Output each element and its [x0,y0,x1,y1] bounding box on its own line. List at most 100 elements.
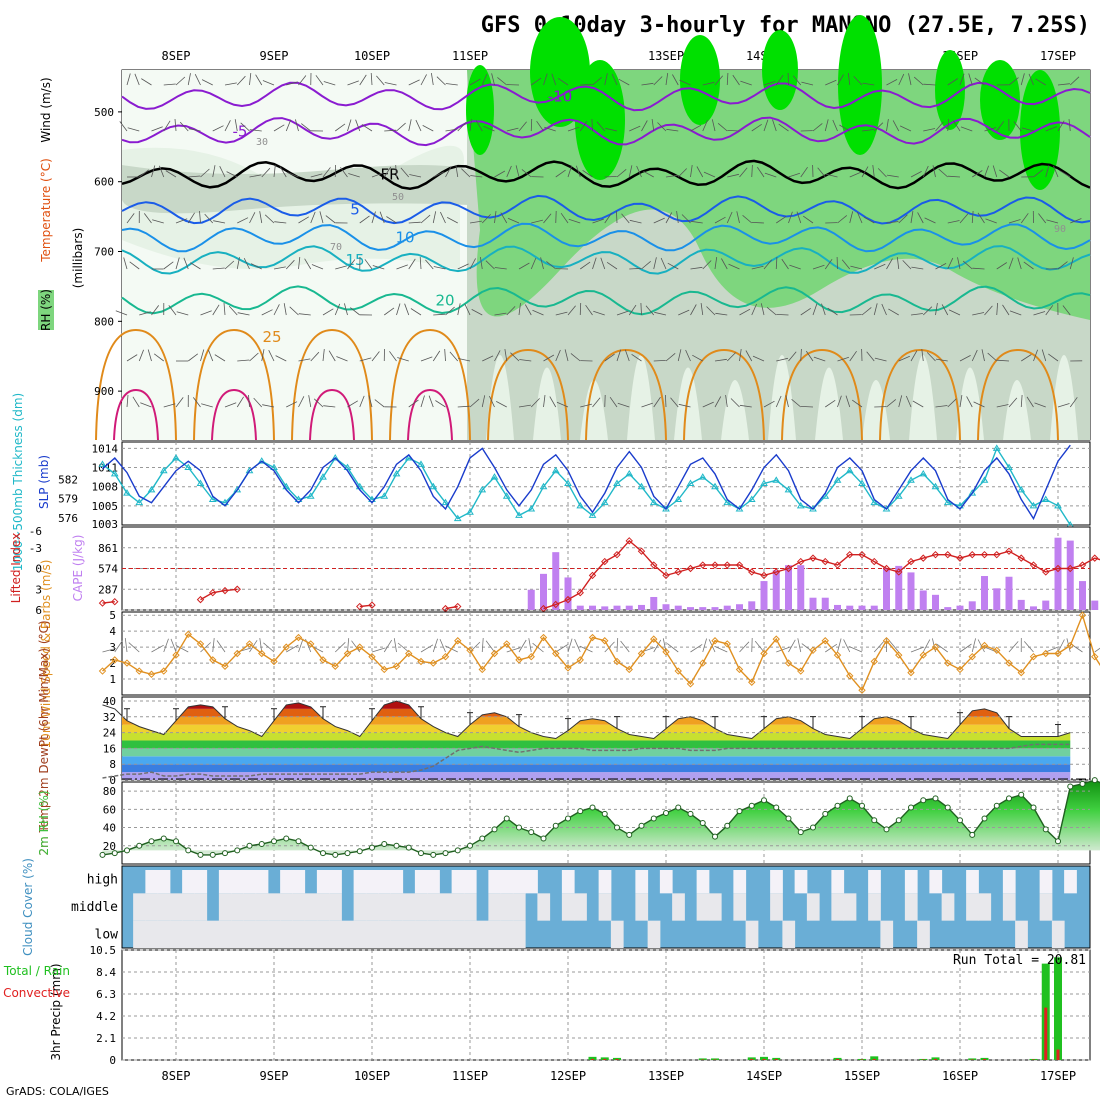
lifted-index-point [821,557,829,566]
cape-bar [564,577,572,610]
surface-wind-barb [620,640,630,653]
upper-wind-barb [379,211,385,224]
cape-bar [968,601,976,610]
temp-tick-label: 0 [109,774,116,787]
lifted-index-point [613,550,621,559]
temp-color-band [122,764,1071,773]
upper-wind-barb [1021,354,1032,362]
cloud-clear-cell [659,870,673,894]
wind-speed-point [478,665,486,674]
upper-wind-barb [984,127,997,132]
upper-wind-barb [432,211,437,224]
cloud-clear-cell [463,893,477,921]
lifted-index-point [833,561,842,569]
upper-wind-barb [660,257,667,270]
slp-tick-label: 1014 [92,442,119,455]
cape-bar [981,576,988,610]
lifted-index-point [221,586,229,595]
thickness-point [919,469,928,477]
upper-wind-barb [187,73,191,86]
lifted-index-point [98,599,107,607]
lifted-index-point [882,564,891,573]
surface-wind-barb [347,638,350,653]
upper-wind-barb [999,169,1010,178]
upper-wind-barb [763,119,769,132]
upper-wind-barb [653,76,663,86]
upper-wind-barb [947,398,957,408]
upper-wind-barb [188,353,199,362]
cloud-clear-cell [561,870,575,894]
rh2m-point [736,808,743,815]
cloud-clear-cell [525,870,538,894]
lifted-index-point [588,571,597,580]
upper-wind-barb [992,165,998,178]
temp-color-band [122,724,1071,733]
upper-wind-barb [665,174,678,178]
cape-bar [589,605,596,610]
upper-wind-barb [640,302,642,316]
upper-wind-barb [470,175,483,178]
cape-bar [785,565,792,610]
temp-tick-label: 40 [103,695,116,708]
rh2m-point [761,797,767,804]
upper-wind-barb [1026,396,1034,408]
rh2m-point [993,802,1000,809]
upper-wind-barb [1023,261,1034,270]
upper-wind-barb [984,305,993,316]
upper-wind-barb [947,257,954,270]
upper-wind-barb [347,400,359,408]
upper-wind-barb [555,311,568,316]
upper-wind-barb [657,122,667,132]
lifted-index-point [944,550,952,559]
upper-wind-barb [556,401,569,408]
upper-wind-barb [359,74,367,86]
rh2m-point [344,850,351,857]
cloud-clear-cell [169,920,183,948]
upper-wind-barb [163,120,171,132]
upper-wind-barb [457,122,467,132]
cloud-clear-cell [133,920,146,948]
precip-convective-bar [983,1058,986,1060]
cloud-clear-cell [365,920,379,948]
upper-wind-barb [1038,213,1047,224]
upper-wind-barb [1008,77,1019,86]
upper-wind-barb [874,357,887,362]
cloud-clear-cell [316,870,330,894]
thickness-point [135,498,144,506]
upper-wind-barb [261,349,265,362]
upper-wind-barb [763,400,775,408]
rh-low-plume [956,367,984,440]
surface-wind-barb [1008,641,1019,653]
upper-wind-barb [518,262,530,270]
thickness-point [319,473,327,480]
surface-wind-barb [739,641,750,653]
upper-wind-barb [515,165,520,178]
surface-wind-barb [371,647,386,653]
thickness-point [184,463,193,471]
upper-wind-barb [996,302,998,316]
wind-speed-point [221,662,229,670]
upper-wind-barb [841,259,851,270]
wind-speed-point [1091,652,1099,661]
surface-wind-barb [298,638,304,653]
rh2m-point [271,838,277,845]
upper-wind-barb [796,211,802,224]
li-tick-label: 0 [35,563,42,576]
cape-bar [834,604,841,610]
temperature-contour-label: 25 [262,328,281,346]
rh-tick-label: 20 [103,840,116,853]
upper-wind-barb [497,77,508,86]
upper-wind-barb [629,268,642,270]
upper-wind-barb [264,214,275,224]
upper-wind-barb [560,212,569,224]
upper-wind-barb [628,304,637,316]
temp-tick-label: 16 [103,742,116,755]
upper-wind-barb [224,82,237,86]
temperature-contour-label: 20 [435,291,454,309]
upper-wind-barb [886,119,889,132]
surface-wind-barb [481,637,484,653]
rh2m-point [797,829,804,836]
upper-wind-barb [480,257,483,270]
upper-wind-barb [575,165,581,178]
cape-bar [1066,540,1074,610]
